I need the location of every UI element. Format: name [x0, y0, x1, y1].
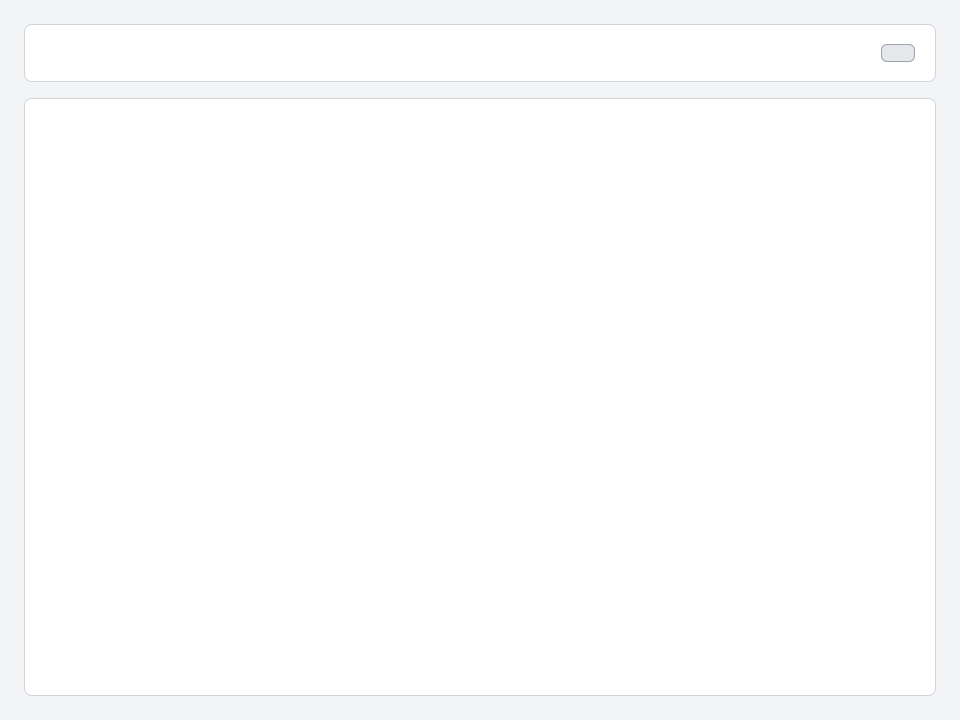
action-button[interactable] — [881, 44, 915, 62]
header-bar — [24, 24, 936, 82]
main-panel — [24, 98, 936, 696]
